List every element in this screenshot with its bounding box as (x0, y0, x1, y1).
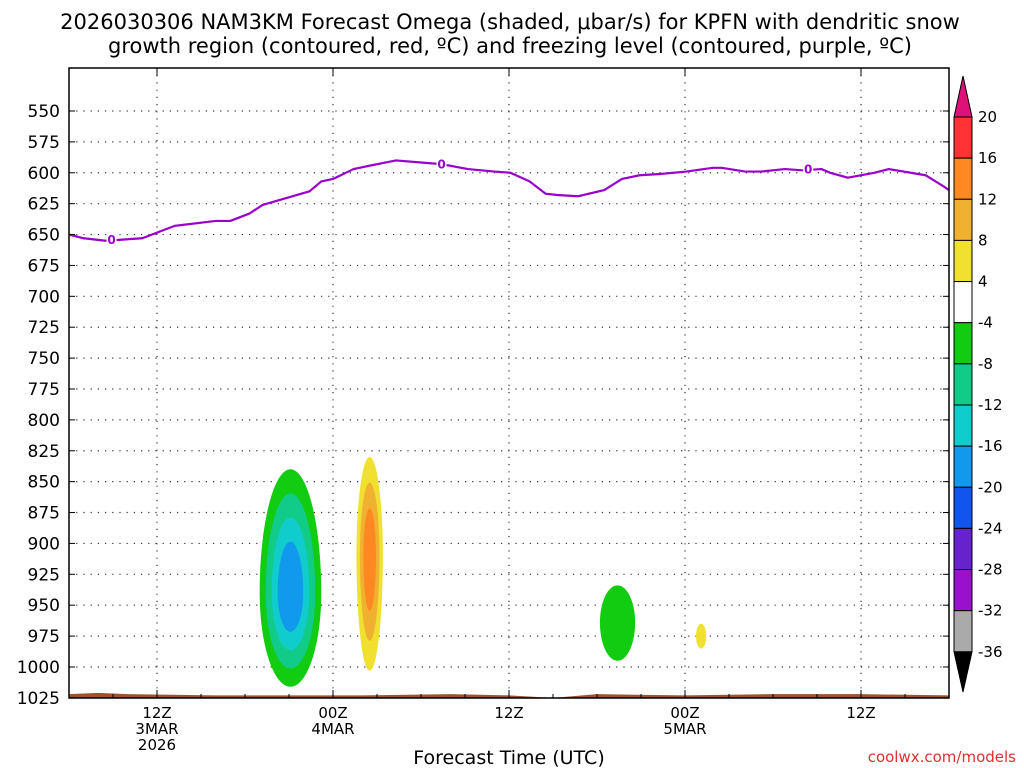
y-tick-label: 850 (28, 473, 60, 493)
y-tick-label: 625 (28, 195, 60, 215)
x-tick-label: 12Z (494, 704, 523, 722)
colorbar-segment (953, 363, 973, 406)
y-tick-label: 700 (28, 287, 60, 307)
x-tick-label: 12Z (142, 704, 171, 722)
x-tick-label: 12Z (846, 704, 875, 722)
colorbar-label: -32 (978, 602, 1003, 620)
x-tick-label: 00Z (670, 704, 699, 722)
y-tick-label: 675 (28, 256, 60, 276)
omega-contour--4 (599, 585, 636, 661)
colorbar-segment (953, 281, 973, 324)
y-tick-label: 925 (28, 565, 60, 585)
y-tick-label: 975 (28, 627, 60, 647)
omega-colorbar: 20 16 12 8 4 -4 -8 -12 -16 -20 -24 -28 -32 -36 (953, 75, 1003, 693)
colorbar-label: -20 (978, 478, 1003, 496)
colorbar-label: 4 (978, 273, 988, 291)
y-tick-label: 600 (28, 164, 60, 184)
colorbar-segment (953, 486, 973, 529)
freezing-level-line (68, 159, 950, 242)
watermark: coolwx.com/models (868, 748, 1016, 766)
colorbar-label: -36 (978, 643, 1003, 661)
colorbar-segment (953, 322, 973, 365)
colorbar-segment (953, 404, 973, 447)
freezing-level-contour-layer: 0 0 0 (68, 157, 950, 247)
colorbar-segment (953, 116, 973, 159)
omega-shading (259, 456, 707, 687)
omega-contour-4 (696, 623, 707, 649)
y-tick-label: 950 (28, 596, 60, 616)
colorbar-cap-bottom (953, 651, 973, 693)
y-tick-label: 1000 (17, 658, 60, 678)
y-tick-label: 900 (28, 534, 60, 554)
colorbar-segment (953, 157, 973, 200)
colorbar-segment (953, 610, 973, 653)
y-tick-label: 650 (28, 226, 60, 246)
colorbar-segment (953, 527, 973, 571)
y-axis: 550 575 600 625 650 675 700 725 750 775 800 825 850 8… (17, 102, 949, 709)
x-tick-label: 2026 (138, 736, 176, 754)
x-axis-label: Forecast Time (UTC) (413, 747, 604, 768)
contour-label-bg (106, 232, 117, 247)
y-tick-label: 800 (28, 411, 60, 431)
x-tick-label: 5MAR (663, 720, 706, 738)
colorbar-segment (953, 239, 973, 283)
colorbar-label: -8 (978, 355, 993, 373)
omega-contour--16 (277, 541, 304, 632)
x-tick-label: 4MAR (311, 720, 354, 738)
descent-zone-1 (356, 456, 383, 671)
colorbar-label: 12 (978, 190, 997, 208)
y-tick-label: 775 (28, 380, 60, 400)
omega-contour-12 (363, 508, 377, 611)
gridlines (69, 68, 949, 699)
ascent-zone-2 (599, 585, 636, 661)
y-tick-label: 825 (28, 442, 60, 462)
chart-title: 2026030306 NAM3KM Forecast Omega (shaded… (60, 10, 960, 34)
colorbar-label: -16 (978, 437, 1003, 455)
contour-label-bg (436, 157, 447, 172)
colorbar-segment (953, 198, 973, 241)
contour-label-bg (803, 162, 814, 177)
freezing-level-label: 0 (437, 158, 445, 172)
colorbar-label: 16 (978, 149, 997, 167)
colorbar-label: -4 (978, 314, 993, 332)
y-tick-label: 1025 (17, 689, 60, 709)
colorbar-label: -24 (978, 519, 1003, 537)
y-tick-label: 725 (28, 318, 60, 338)
colorbar-segment (953, 569, 973, 612)
colorbar-cap-top (953, 75, 973, 118)
x-tick-label: 3MAR (135, 720, 178, 738)
colorbar-label: 20 (978, 108, 997, 126)
ascent-zone-1 (259, 469, 322, 687)
y-tick-label: 575 (28, 133, 60, 153)
x-tick-label: 00Z (318, 704, 347, 722)
colorbar-label: -12 (978, 396, 1003, 414)
y-tick-label: 550 (28, 102, 60, 122)
colorbar-label: 8 (978, 231, 988, 249)
y-tick-label: 875 (28, 504, 60, 524)
colorbar-segment (953, 445, 973, 488)
colorbar-label: -28 (978, 561, 1003, 579)
freezing-level-label: 0 (804, 163, 812, 177)
y-tick-label: 750 (28, 349, 60, 369)
freezing-level-label: 0 (107, 233, 115, 247)
chart-title-line2: growth region (contoured, red, ºC) and f… (108, 34, 912, 58)
descent-zone-2 (696, 623, 707, 649)
